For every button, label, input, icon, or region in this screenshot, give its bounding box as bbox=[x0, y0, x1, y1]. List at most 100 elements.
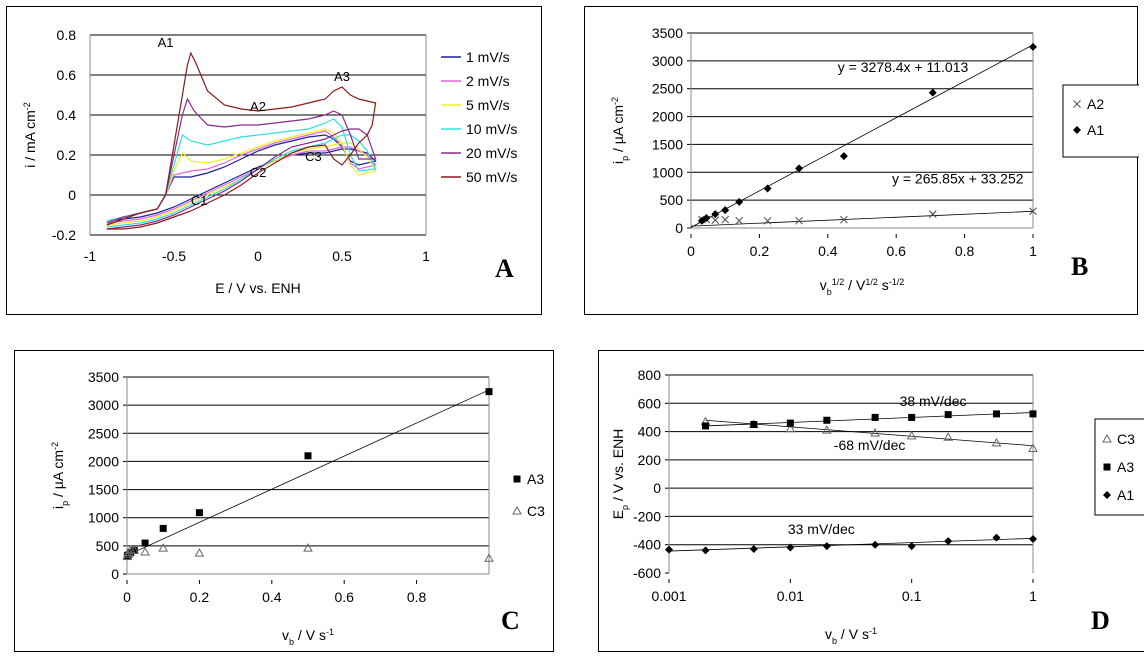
data-point-C3 bbox=[158, 543, 169, 552]
data-point-A1 bbox=[928, 88, 937, 97]
y-tick-label: 0 bbox=[675, 220, 683, 236]
peak-label: A3 bbox=[334, 69, 350, 84]
data-point-C3 bbox=[821, 425, 832, 434]
x-axis-label: vb1/2 / V1/2 s-1/2 bbox=[820, 277, 904, 297]
data-point-A1 bbox=[822, 542, 831, 551]
panel-label: A bbox=[495, 254, 514, 283]
x-tick-label: 0.4 bbox=[262, 589, 282, 605]
y-tick-label: 1000 bbox=[652, 164, 683, 180]
data-point-A1 bbox=[1029, 42, 1037, 51]
legend-entry: C3 bbox=[1117, 431, 1135, 447]
legend-entry: A3 bbox=[1117, 459, 1134, 475]
x-tick-label: 0 bbox=[254, 248, 262, 264]
data-point-A1 bbox=[721, 206, 730, 215]
data-point-A1 bbox=[665, 545, 673, 554]
x-tick-label: 0.001 bbox=[651, 588, 686, 604]
y-tick-label: 1500 bbox=[652, 136, 683, 152]
data-point-A1 bbox=[992, 533, 1001, 542]
data-point-C3 bbox=[991, 437, 1002, 447]
data-point-C3 bbox=[1028, 443, 1038, 453]
data-point-C3 bbox=[870, 427, 881, 437]
x-tick-label: 0.01 bbox=[777, 588, 804, 604]
slope-label: -68 mV/dec bbox=[834, 437, 906, 453]
legend-marker-A1 bbox=[1103, 491, 1111, 499]
x-tick-label: 1 bbox=[1029, 243, 1037, 259]
x-tick-label: 0.2 bbox=[750, 243, 770, 259]
fit-line bbox=[705, 412, 1034, 427]
legend-marker-C3 bbox=[512, 505, 522, 515]
legend-entry: 20 mV/s bbox=[466, 145, 517, 161]
x-axis-label: vb / V s-1 bbox=[282, 627, 334, 647]
data-point-A1 bbox=[702, 213, 711, 222]
y-tick-label: 800 bbox=[638, 367, 662, 383]
y-tick-label: 400 bbox=[638, 424, 662, 440]
data-point-A1 bbox=[907, 542, 916, 551]
x-tick-label: -0.5 bbox=[162, 248, 186, 264]
data-point-C3 bbox=[194, 548, 205, 557]
x-tick-label: 0.5 bbox=[332, 248, 352, 264]
data-point-C3 bbox=[785, 423, 796, 433]
x-tick-label: -1 bbox=[84, 248, 97, 264]
data-point-A3 bbox=[871, 413, 879, 421]
y-tick-label: -600 bbox=[633, 565, 661, 581]
y-tick-label: 2500 bbox=[88, 425, 119, 441]
data-point-A3 bbox=[304, 452, 312, 460]
y-tick-label: 0.2 bbox=[57, 147, 77, 163]
data-point-A1 bbox=[735, 197, 744, 206]
data-point-A1 bbox=[839, 152, 848, 161]
legend-box bbox=[1062, 84, 1139, 158]
fit-line bbox=[690, 210, 1034, 227]
data-point-A3 bbox=[130, 546, 138, 554]
x-tick-label: 0.2 bbox=[190, 589, 210, 605]
data-point-A2 bbox=[839, 215, 848, 224]
cv-curve-2-mV-s bbox=[106, 130, 377, 224]
legend-marker-A3 bbox=[1103, 463, 1111, 471]
y-tick-label: -400 bbox=[633, 537, 661, 553]
y-tick-label: 0 bbox=[111, 566, 119, 582]
data-point-C3 bbox=[943, 432, 954, 441]
data-point-A3 bbox=[992, 410, 1000, 418]
cv-curve-50-mV-s bbox=[106, 51, 377, 230]
data-point-A3 bbox=[702, 422, 710, 430]
legend-marker-A2 bbox=[1073, 100, 1081, 108]
data-point-A1 bbox=[749, 544, 758, 553]
data-point-A3 bbox=[786, 419, 794, 427]
peak-label: A1 bbox=[158, 35, 174, 50]
legend-entry: A1 bbox=[1087, 122, 1104, 138]
data-point-A1 bbox=[701, 546, 710, 555]
chart-d: -600 -400 -200 0 200 400 600 800 0.001 0.01 0.1 1 38… bbox=[610, 367, 1144, 646]
fit-line bbox=[690, 44, 1034, 228]
panel-c: 0 500 1000 1500 2000 2500 3000 3500 0 0.2 0.4 0.6 0.… bbox=[14, 350, 554, 652]
data-point-A3 bbox=[750, 421, 758, 428]
y-tick-label: 0 bbox=[653, 480, 661, 496]
legend-entry: A1 bbox=[1117, 487, 1134, 503]
data-point-A3 bbox=[195, 509, 203, 517]
y-tick-label: 2500 bbox=[652, 81, 683, 97]
slope-label: 33 mV/dec bbox=[788, 521, 855, 537]
fit-equation: y = 3278.4x + 11.013 bbox=[838, 59, 969, 75]
legend-entry: 10 mV/s bbox=[466, 121, 517, 137]
legend-entry: A3 bbox=[527, 471, 544, 487]
panel-label: C bbox=[501, 606, 520, 635]
legend-entry: 5 mV/s bbox=[466, 97, 510, 113]
y-tick-label: -0.2 bbox=[52, 227, 76, 243]
x-tick-label: 0.6 bbox=[886, 243, 906, 259]
cv-curve-1-mV-s bbox=[106, 134, 377, 222]
cv-curve-20-mV-s bbox=[106, 97, 377, 230]
fit-line bbox=[126, 389, 490, 556]
y-tick-label: 3000 bbox=[652, 53, 683, 69]
legend-entry: 1 mV/s bbox=[466, 49, 510, 65]
y-tick-label: 1000 bbox=[88, 510, 119, 526]
y-tick-label: 0.8 bbox=[57, 27, 77, 43]
y-tick-label: 600 bbox=[638, 395, 662, 411]
y-tick-label: 0 bbox=[68, 187, 76, 203]
x-tick-label: 0.8 bbox=[407, 589, 427, 605]
x-tick-label: 0.4 bbox=[818, 243, 838, 259]
fit-equation: y = 265.85x + 33.252 bbox=[892, 170, 1024, 186]
data-point-C3 bbox=[906, 430, 917, 440]
data-point-A1 bbox=[786, 543, 795, 552]
legend-entry: C3 bbox=[527, 503, 545, 519]
x-tick-label: 0.8 bbox=[955, 243, 975, 259]
y-axis-label: ip / µA cm-2 bbox=[50, 442, 70, 509]
legend-box bbox=[1094, 418, 1144, 516]
